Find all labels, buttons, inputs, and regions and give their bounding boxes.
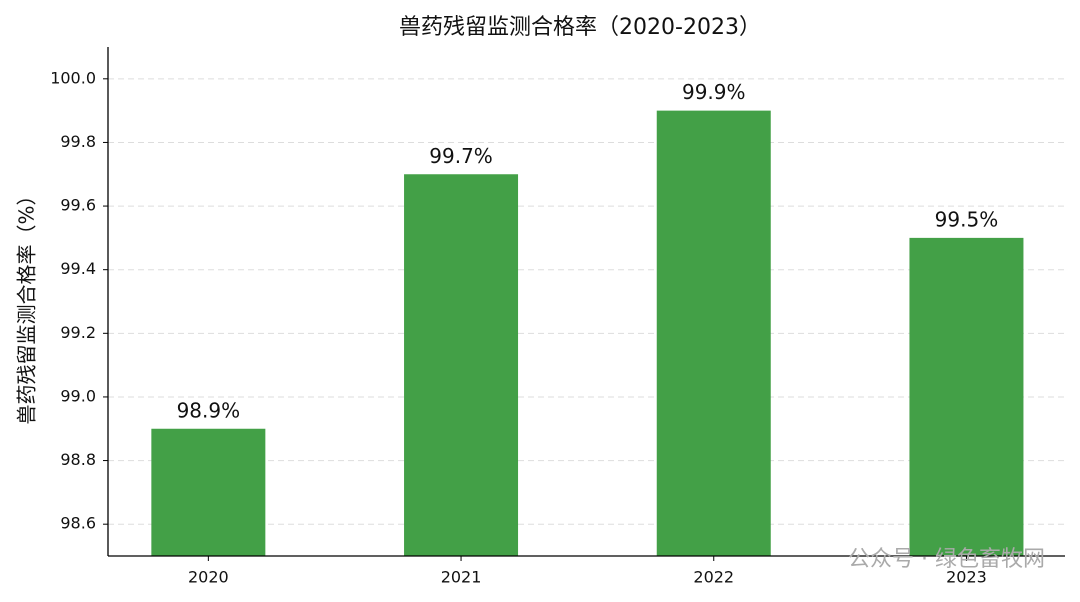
bar	[909, 237, 1024, 556]
y-tick-label: 98.6	[60, 514, 96, 533]
y-tick-label: 98.8	[60, 450, 96, 469]
bar	[656, 110, 771, 556]
value-label: 99.7%	[429, 144, 493, 168]
y-tick-label: 99.4	[60, 259, 96, 278]
bar	[151, 428, 266, 556]
x-tick-label: 2023	[946, 568, 987, 587]
y-tick-label: 99.6	[60, 196, 96, 215]
chart-title: 兽药残留监测合格率（2020-2023）	[399, 15, 761, 40]
value-label: 99.9%	[682, 80, 746, 104]
y-tick-label: 100.0	[50, 68, 96, 87]
y-axis-label: 兽药残留监测合格率（%）	[15, 185, 39, 424]
value-label: 99.5%	[935, 207, 999, 231]
watermark: 公众号 · 绿色畜牧网	[848, 547, 1045, 572]
x-tick-label: 2021	[441, 568, 482, 587]
bar	[404, 174, 519, 556]
x-tick-label: 2022	[693, 568, 734, 587]
x-tick-label: 2020	[188, 568, 229, 587]
y-tick-label: 99.0	[60, 386, 96, 405]
y-tick-label: 99.8	[60, 132, 96, 151]
y-tick-label: 99.2	[60, 323, 96, 342]
value-label: 98.9%	[177, 398, 241, 422]
plot-area: 98.6 98.8 99.0 99.2 99.4 99.6 99.8 100.0 2020 98.…	[50, 68, 1065, 587]
